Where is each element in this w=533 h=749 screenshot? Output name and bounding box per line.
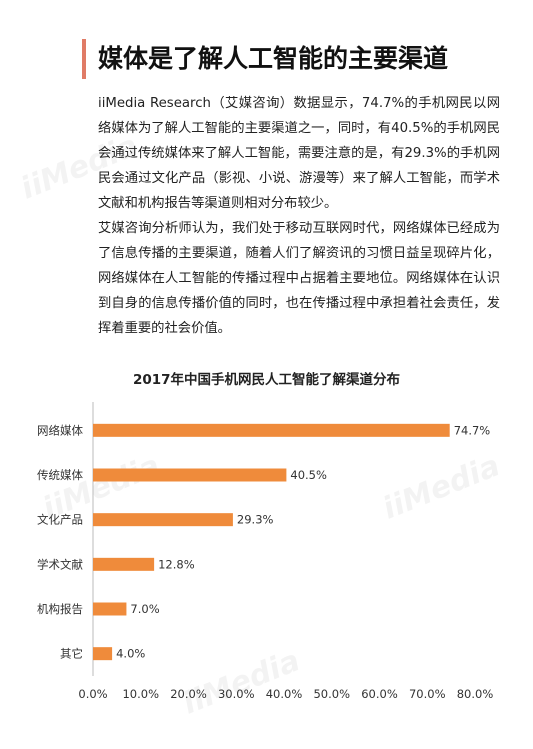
bar-0	[93, 423, 450, 437]
paragraph-2: 艾媒咨询分析师认为，我们处于移动互联网时代，网络媒体已经成为了信息传播的主要渠道…	[98, 221, 500, 336]
bar-chart: 2017年中国手机网民人工智能了解渠道分布 网络媒体 74.7% 传统媒体 40.5%…	[37, 371, 493, 701]
bar-4	[93, 602, 127, 616]
category-label: 学术文献	[37, 557, 83, 571]
value-label: 29.3%	[237, 513, 274, 527]
x-tick-label: 80.0%	[457, 687, 494, 701]
value-label: 40.5%	[290, 468, 327, 482]
x-tick-label: 40.0%	[266, 687, 303, 701]
category-label: 传统媒体	[37, 468, 83, 482]
x-tick-label: 20.0%	[170, 687, 207, 701]
heading-accent-bar	[82, 39, 86, 79]
bar-5	[93, 647, 113, 661]
value-label: 7.0%	[130, 602, 159, 616]
x-tick-label: 0.0%	[78, 687, 107, 701]
article-body: iiMedia Research（艾媒咨询）数据显示，74.7%的手机网民以网络…	[98, 91, 500, 341]
value-label: 4.0%	[116, 647, 145, 661]
value-label: 12.8%	[158, 557, 195, 571]
chart-plot-area: 网络媒体 74.7% 传统媒体 40.5% 文化产品 29.3% 学术文献 12.8% 机构报告…	[37, 402, 493, 701]
bar-1	[93, 468, 287, 482]
x-tick-label: 70.0%	[409, 687, 446, 701]
bar-2	[93, 513, 233, 527]
value-label: 74.7%	[454, 423, 491, 437]
bar-3	[93, 557, 155, 571]
x-tick-label: 30.0%	[218, 687, 255, 701]
x-tick-label: 10.0%	[122, 687, 159, 701]
x-tick-label: 50.0%	[313, 687, 350, 701]
category-label: 文化产品	[37, 513, 83, 527]
category-label: 网络媒体	[37, 423, 83, 437]
page-title: 媒体是了解人工智能的主要渠道	[98, 44, 449, 73]
x-tick-label: 60.0%	[361, 687, 398, 701]
category-label: 其它	[60, 647, 83, 661]
paragraph-1: iiMedia Research（艾媒咨询）数据显示，74.7%的手机网民以网络…	[98, 96, 500, 211]
category-label: 机构报告	[37, 602, 83, 616]
chart-title: 2017年中国手机网民人工智能了解渠道分布	[133, 371, 400, 388]
